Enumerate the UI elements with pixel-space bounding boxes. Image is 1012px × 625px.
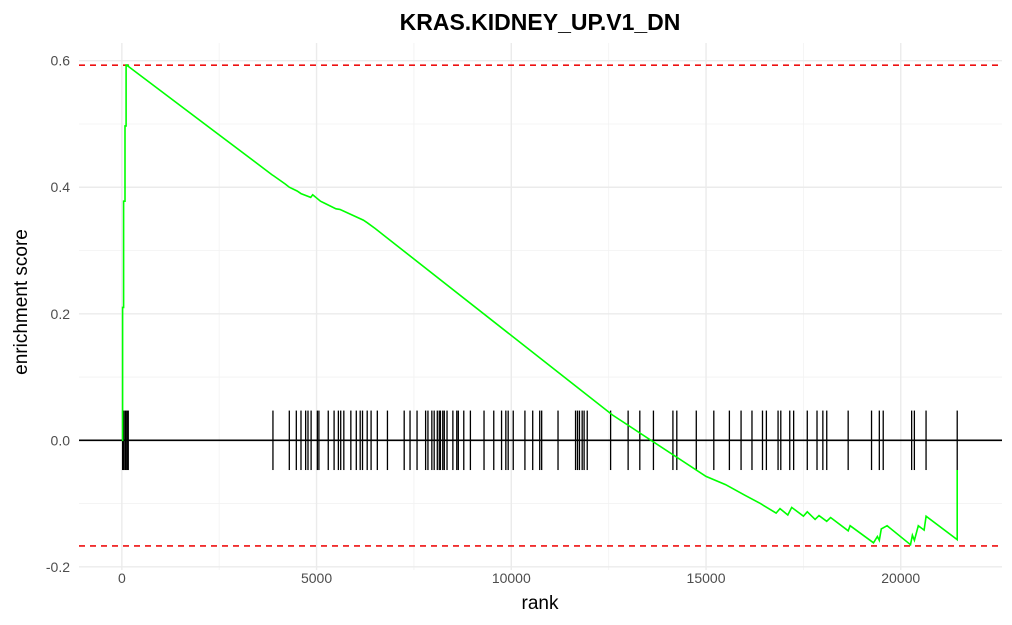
gene-rug (121, 410, 958, 471)
y-axis-title: enrichment score (11, 229, 32, 375)
y-tick-label: -0.2 (46, 559, 70, 575)
x-axis-title: rank (522, 593, 559, 614)
x-tick-label: 10000 (492, 570, 531, 586)
x-tick-label: 20000 (881, 570, 920, 586)
x-tick-labels: 0 5000 10000 15000 20000 (118, 570, 920, 586)
y-tick-label: 0.0 (51, 432, 71, 448)
y-tick-labels: -0.2 0.0 0.2 0.4 0.6 (46, 53, 70, 575)
y-tick-label: 0.6 (51, 53, 71, 69)
y-tick-label: 0.2 (51, 306, 71, 322)
y-tick-label: 0.4 (51, 179, 71, 195)
x-tick-label: 15000 (687, 570, 726, 586)
x-tick-label: 0 (118, 570, 126, 586)
grid-minor (79, 43, 1002, 570)
x-tick-label: 5000 (301, 570, 332, 586)
chart-title: KRAS.KIDNEY_UP.V1_DN (400, 9, 681, 35)
series-line (121, 64, 959, 547)
